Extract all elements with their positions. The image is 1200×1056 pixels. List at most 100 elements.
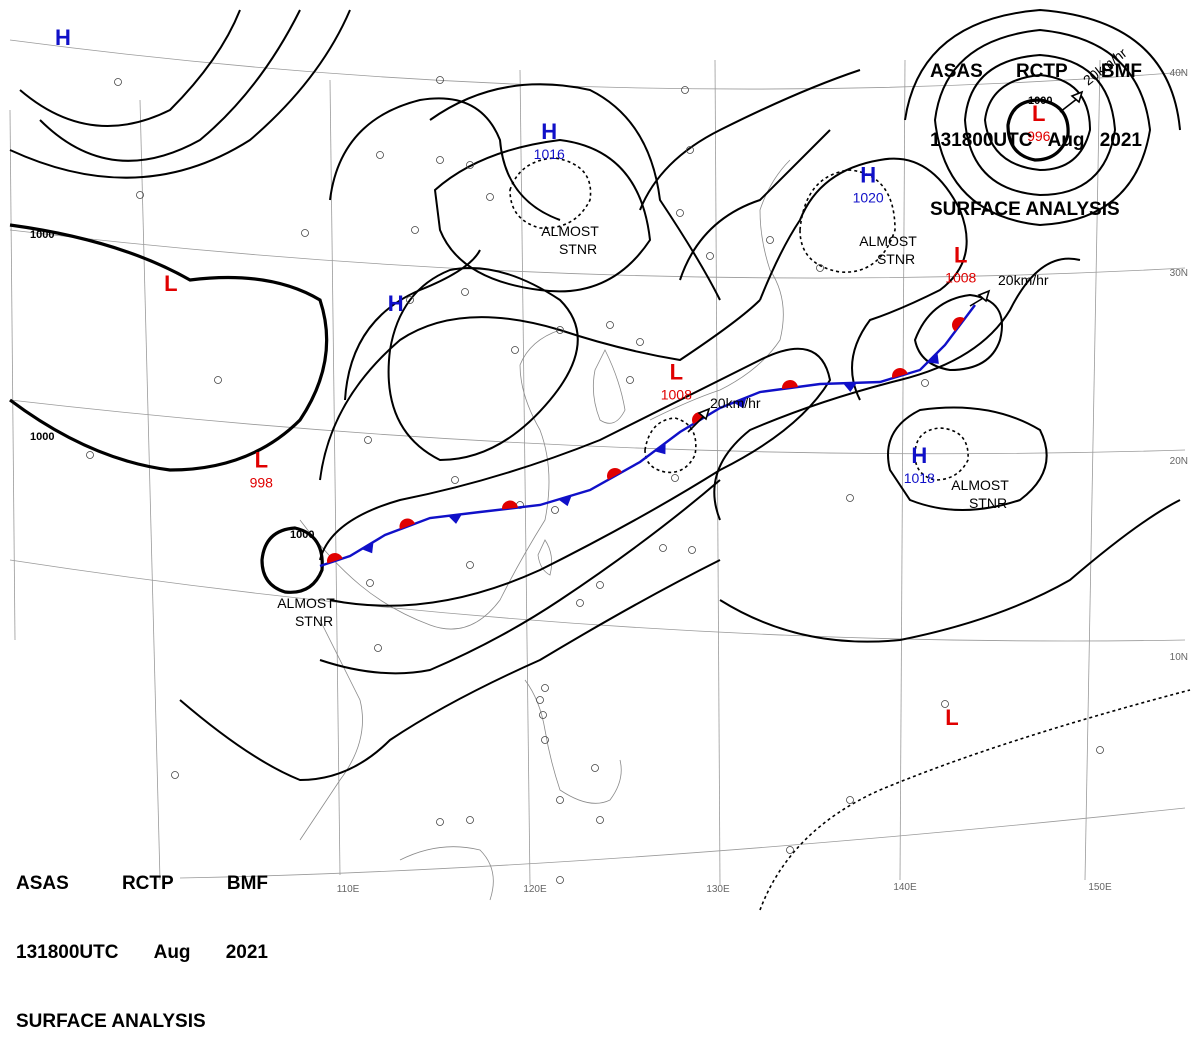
cold-front-triangle-icon: [654, 442, 666, 455]
station-plot-icon: [406, 296, 414, 304]
station-plot-icon: [114, 78, 122, 86]
station-plot-icon: [466, 161, 474, 169]
surface-analysis-map: H H 1016 H 1020 H H 1018 L L 996 L 1008 L 1008 L 998 L 10…: [9, 8, 1191, 911]
isobars: [9, 8, 1181, 782]
station-plot-icon: [556, 876, 564, 884]
isobar-east-pacific: [719, 499, 1181, 643]
station-plot-icon: [941, 700, 949, 708]
station-plot-icon: [659, 544, 667, 552]
station-plot-icon: [636, 338, 644, 346]
header-bottom-month: Aug: [153, 942, 191, 963]
low-pressure-center: L 996: [1027, 101, 1051, 144]
high-letter: H: [860, 162, 876, 187]
station-plot-icon: [539, 711, 547, 719]
low-letter: L: [954, 242, 967, 267]
station-plot-icon: [451, 476, 459, 484]
station-plot-icon: [136, 191, 144, 199]
almost-stationary-note: ALMOST STNR: [951, 477, 1009, 511]
low-letter: L: [1032, 101, 1045, 126]
isobar-labels: 1000 1000 1000 1000: [30, 95, 1052, 541]
coast-borneo: [399, 846, 494, 901]
header-bottom-line1: ASAS RCTP BMF: [16, 872, 268, 895]
station-plot-icon: [626, 376, 634, 384]
low-letter: L: [670, 359, 683, 384]
isobar-pacific-1: [639, 69, 861, 211]
lat-lon-grid: [9, 39, 1186, 886]
motion-speed-label: 20km/hr: [710, 395, 761, 411]
warm-front-semicircle-icon: [327, 553, 343, 564]
high-pressure-center: H 1018: [904, 443, 935, 486]
station-plot-icon: [486, 193, 494, 201]
isobar-pacific-3: [759, 157, 968, 401]
coastlines: [299, 159, 791, 901]
coast-japan: [649, 159, 791, 421]
header-bottom-line2: 131800UTC Aug 2021: [16, 941, 268, 964]
station-plot-icon: [301, 229, 309, 237]
isobar-yellow-sea: [429, 83, 721, 301]
header-top-code: BMF: [1100, 61, 1142, 82]
high-pressure-center: H: [55, 25, 71, 50]
station-plot-icon: [364, 436, 372, 444]
station-plot-icon: [676, 209, 684, 217]
station-plot-icon: [591, 764, 599, 772]
motion-shaft: [1059, 97, 1079, 113]
isobar-mongolia-high: [387, 267, 579, 462]
station-plot-icon: [461, 288, 469, 296]
header-bottom-title: SURFACE ANALYSIS: [16, 1011, 206, 1032]
isobar-south-china: [319, 479, 721, 675]
high-letter: H: [541, 119, 557, 144]
latitude-label: 30N: [1170, 268, 1188, 279]
motion-arrowhead-icon: [1070, 90, 1084, 104]
station-plot-icon: [86, 451, 94, 459]
dotted-high-1020: [799, 169, 896, 273]
station-plot-icon: [688, 546, 696, 554]
longitude-label: 120E: [523, 884, 547, 895]
note-line2: STNR: [559, 241, 597, 257]
high-pressure-value: 1018: [904, 470, 935, 486]
motion-speed-label: 20km/hr: [998, 272, 1049, 288]
parallel-30n: [9, 229, 1186, 279]
isobar-china-2: [319, 299, 761, 481]
station-plot-icon: [766, 236, 774, 244]
warm-front-semicircle-icon: [399, 518, 415, 530]
meridian-110e: [329, 79, 341, 876]
header-top-month: Aug: [1047, 130, 1085, 151]
meridian-120e: [519, 69, 531, 886]
station-plot-icon: [171, 771, 179, 779]
station-plot-icon: [786, 846, 794, 854]
station-plot-icon: [846, 494, 854, 502]
low-pressure-center: L: [945, 705, 958, 730]
station-plot-icon: [214, 376, 222, 384]
almost-stationary-note: ALMOST STNR: [277, 595, 335, 629]
parallel-0: [179, 807, 1186, 879]
station-plot-icon: [411, 226, 419, 234]
isobar-value-label: 1000: [290, 529, 314, 541]
station-plot-icon: [576, 599, 584, 607]
almost-stationary-note: ALMOST STNR: [859, 233, 917, 267]
cold-front-triangle-icon: [448, 514, 462, 524]
cold-front-triangle-icon: [733, 397, 747, 409]
station-plot-icon: [436, 818, 444, 826]
high-pressure-center: H: [388, 291, 404, 316]
note-line1: ALMOST: [951, 477, 1009, 493]
low-pressure-value: 1008: [945, 269, 976, 285]
header-bottom: ASAS RCTP BMF 131800UTC Aug 2021 SURFACE…: [16, 826, 268, 1056]
warm-front-semicircle-icon: [502, 500, 518, 510]
high-pressure-center: H 1016: [534, 119, 565, 162]
station-plot-icon: [436, 156, 444, 164]
isobar-front-band: [319, 347, 832, 607]
header-top: ASAS RCTP BMF 131800UTC Aug 2021 SURFACE…: [930, 14, 1142, 244]
motion-vector: 20km/hr: [969, 272, 1049, 307]
note-line2: STNR: [877, 251, 915, 267]
longitude-label: 140E: [893, 882, 917, 893]
weather-stations: [86, 76, 1104, 884]
isobar-low-996-1: [983, 73, 1092, 172]
meridian-150e: [1084, 59, 1101, 881]
dotted-isobars: [509, 157, 1191, 911]
station-plot-icon: [846, 796, 854, 804]
isobar-china-1: [344, 249, 481, 401]
latitude-label: 40N: [1170, 68, 1188, 79]
low-pressure-value: 998: [250, 474, 274, 490]
isobars-1000: [9, 98, 1070, 594]
high-letter: H: [55, 25, 71, 50]
